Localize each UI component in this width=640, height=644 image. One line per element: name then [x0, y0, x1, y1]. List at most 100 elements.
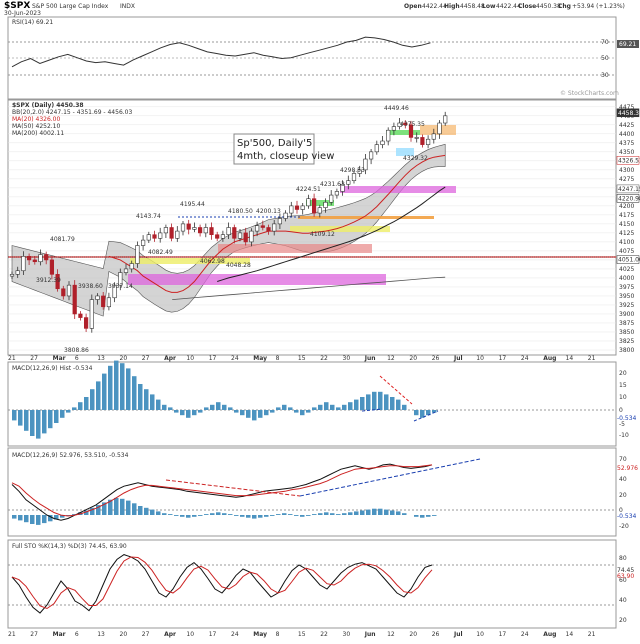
macd-lower-bar [102, 502, 107, 515]
macd-lower-bar [30, 515, 35, 524]
rsi-scale-70: 70 [601, 39, 609, 46]
y-tick-label: 3975 [619, 284, 634, 291]
macd-hist-bar [276, 407, 281, 410]
sto-scale-60: 60 [619, 577, 627, 584]
candle-body [249, 230, 254, 243]
candle-body [260, 225, 265, 228]
macd-hist-bar [144, 389, 149, 410]
macd-hist-scale-15: 15 [619, 382, 627, 389]
candle-body [408, 124, 414, 138]
x-tick-label: 27 [30, 355, 38, 362]
x-tick-label: 17 [209, 631, 217, 638]
sto-k-tag: 74.45 [617, 567, 634, 574]
x-tick-label: 24 [521, 631, 529, 638]
macd-scale-40: 40 [619, 476, 627, 483]
macd-hist-bar [384, 394, 389, 410]
macd-lower-bar [222, 513, 227, 515]
macd-lower-bar [192, 515, 197, 517]
candle-body [146, 234, 151, 241]
y-tick-label: 4400 [619, 131, 634, 138]
macd-lower-bar [48, 515, 53, 522]
candle-body [106, 297, 111, 308]
candle-body [317, 207, 322, 214]
x-tick-label: 24 [231, 355, 239, 362]
blue-hist-line-1 [361, 408, 383, 412]
macd-hist-bar [66, 410, 71, 413]
price-panel: 4475445044254400437543504325430042754250… [7, 99, 640, 356]
candle-body [95, 295, 100, 300]
macd-hist-bar [258, 410, 263, 418]
candle-body [209, 227, 214, 236]
price-tag-box [616, 108, 640, 118]
y-tick-label: 4475 [619, 104, 634, 111]
price-label: 4375.35 [400, 121, 425, 128]
y-tick-label: 3825 [619, 338, 634, 345]
macd-hist-bar [132, 376, 137, 410]
macd-lower-bar [378, 508, 383, 515]
candle-body [112, 284, 117, 299]
macd-hist-bar [186, 410, 191, 418]
macd-lower-bar [96, 505, 101, 515]
macd-hist-bar [396, 399, 401, 410]
macd-hist-bar [168, 407, 173, 410]
stochastic-legend: Full STO %K(14,3) %D(3) 74.45, 63.90 [12, 543, 127, 550]
macd-lower-bar [282, 513, 287, 515]
macd-lower-bar [342, 513, 347, 515]
macd-lower-bar [138, 506, 143, 515]
y-tick-label: 4000 [619, 275, 634, 282]
y-tick-label: 4075 [619, 248, 634, 255]
macd-hist-bar [90, 389, 95, 410]
x-tick-label: Mar [53, 631, 66, 638]
price-label: 3938.60 [78, 283, 103, 290]
macd-hist-bar [222, 404, 227, 410]
x-tick-label: 26 [432, 631, 440, 638]
macd-hist-bar [312, 407, 317, 410]
rsi-scale-50: 50 [601, 55, 609, 62]
macd-hist-bar [420, 410, 425, 418]
price-legend-ma50: MA(50) 4252.10 [12, 123, 60, 130]
candle-body [152, 234, 157, 239]
macd-hist-bar [294, 410, 299, 413]
macd-hist-bar [84, 397, 89, 410]
candle-body [226, 227, 231, 236]
candle-body [243, 232, 248, 243]
macd-scale--20: -20 [619, 523, 629, 530]
price-label: 4109.12 [310, 231, 335, 238]
x-tick-label: 27 [142, 631, 150, 638]
x-tick-label: 10 [476, 355, 484, 362]
macd-lower-bar [150, 509, 155, 515]
rsi-legend: RSI(14) 69.21 [12, 19, 53, 26]
price-label: 4224.51 [296, 186, 321, 193]
macd-hist-bar [96, 381, 101, 410]
macd-hist-bar [30, 410, 35, 436]
macd-lower-bar [360, 510, 365, 515]
candle-body [158, 232, 163, 239]
candle-body [203, 227, 208, 234]
candle-body [163, 227, 169, 234]
price-label: 4231.63 [320, 181, 345, 188]
macd-scale-0: 0 [619, 507, 623, 514]
y-tick-label: 4150 [619, 221, 634, 228]
candle-body [425, 138, 431, 145]
sto-scale-80: 80 [619, 555, 627, 562]
ma50-line [217, 186, 446, 282]
x-tick-label: 22 [320, 355, 328, 362]
macd-hist-bar [78, 402, 83, 410]
macd-hist-bar [192, 410, 197, 416]
price-label: 4143.74 [136, 213, 161, 220]
macd-hist-bar [372, 391, 377, 410]
green-zone-left [306, 200, 334, 206]
x-tick-label: 8 [276, 355, 280, 362]
price-tag: 4247.15 [618, 186, 640, 193]
chart-date: 30-Jun-2023 [4, 10, 41, 17]
macd-hist-bar [42, 410, 47, 434]
candle-body [49, 259, 54, 275]
low-value: 4422.44 [496, 3, 521, 10]
ma200-line [172, 276, 446, 300]
macd-lower-bar [336, 514, 341, 515]
x-tick-label: Aug [543, 631, 556, 638]
macd-hist-bar [270, 410, 275, 413]
candle-body [141, 239, 146, 246]
macd-lower-bar [126, 500, 131, 515]
x-tick-label: Jul [453, 355, 463, 362]
